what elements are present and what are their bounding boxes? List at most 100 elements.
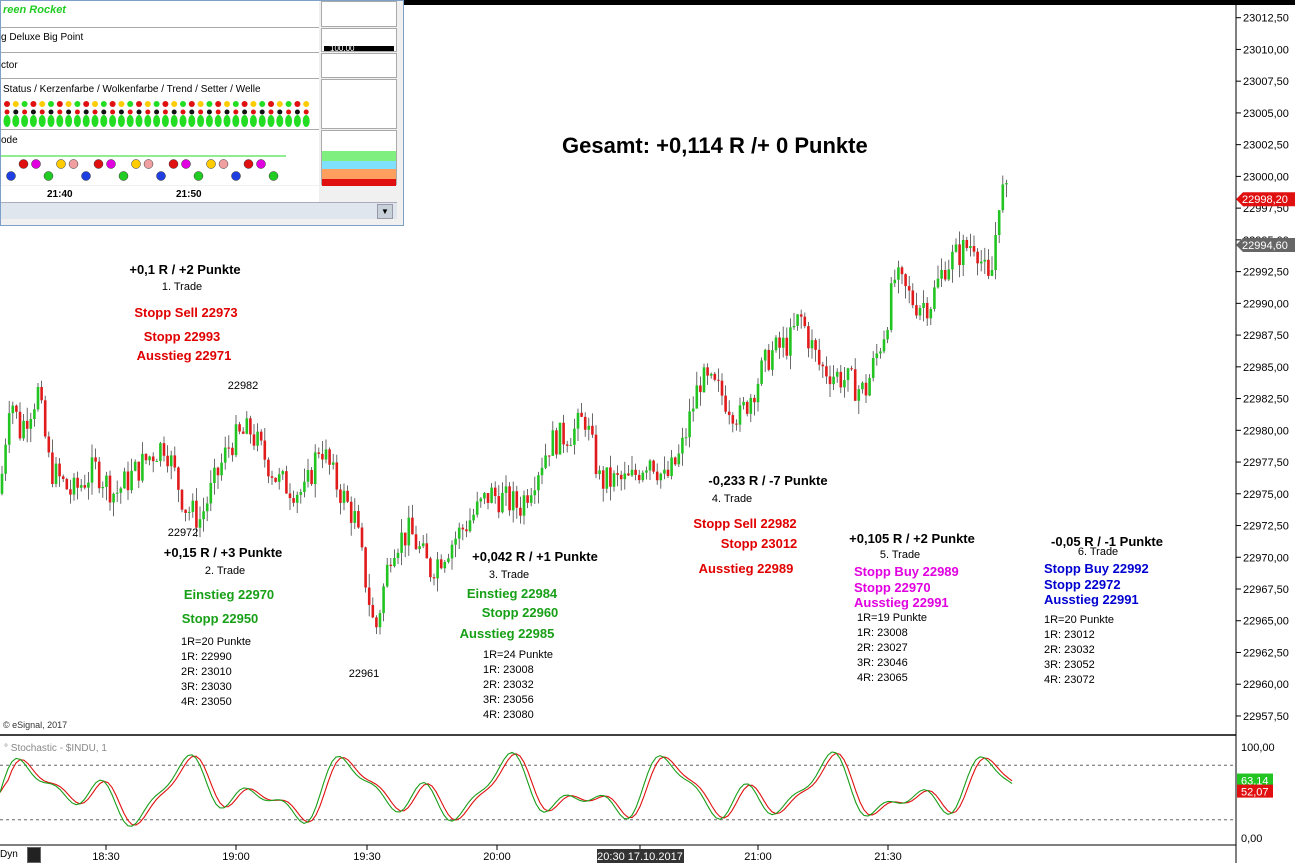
candle-up	[220, 462, 223, 476]
dyn-label[interactable]: Dyn	[0, 849, 18, 860]
candle-up	[936, 278, 940, 288]
status-dot-mid	[250, 109, 256, 115]
candle-down	[706, 367, 709, 376]
top-border	[0, 0, 1295, 5]
price-tick-label: 22992,50	[1243, 267, 1289, 279]
time-tick-label: 19:30	[353, 851, 381, 863]
candle-down	[720, 380, 724, 396]
candle-up	[691, 408, 695, 412]
trade3-name: 3. Trade	[488, 569, 530, 581]
trade4-ausstieg: Ausstieg 22989	[698, 561, 794, 576]
candle-up	[501, 492, 504, 513]
status-dot-top	[285, 101, 292, 107]
status-dot-base	[302, 115, 310, 127]
status-dot-mid	[189, 109, 195, 115]
price-tick-label: 22982,50	[1243, 394, 1289, 406]
status-dot-base	[188, 115, 196, 127]
candle-down	[987, 259, 990, 276]
status-dot-top	[294, 101, 301, 107]
panel-time-axis: 21:40 21:50	[1, 186, 319, 202]
trade5-stopp: Stopp 22970	[854, 580, 931, 595]
trade4-stopp: Stopp 23012	[720, 536, 798, 551]
candle-down	[904, 274, 907, 287]
wave-dot	[268, 171, 279, 181]
trade5-2r: 2R: 23027	[857, 642, 908, 654]
candle-down	[724, 395, 727, 412]
stoch-k-line	[0, 751, 1013, 827]
candle-down	[227, 447, 231, 449]
scroll-down-button[interactable]: ▼	[377, 204, 393, 219]
last-price-tag-text: 22998,20	[1242, 194, 1288, 206]
candle-up	[857, 389, 861, 401]
status-dot-base	[179, 115, 187, 127]
candle-up	[22, 420, 25, 439]
candle-up	[475, 501, 479, 515]
trade6-3r: 3R: 23052	[1044, 659, 1095, 671]
trade1-name: 1. Trade	[161, 281, 203, 293]
trade6-4r: 4R: 23072	[1044, 674, 1095, 686]
candle-up	[115, 492, 119, 494]
candle-down	[288, 493, 292, 499]
gesamt-summary: Gesamt: +0,114 R /+ 0 Punkte	[562, 133, 868, 158]
status-dot-top	[48, 101, 54, 107]
candle-down	[814, 340, 817, 350]
candle-down	[25, 420, 29, 429]
price-tick-label: 22980,00	[1243, 425, 1289, 437]
candle-down	[238, 424, 241, 432]
status-dot-mid	[92, 109, 98, 115]
candle-down	[335, 462, 339, 490]
candle-up	[479, 498, 483, 502]
candle-down	[461, 527, 465, 530]
wave-dot	[31, 159, 41, 169]
candle-up	[90, 457, 94, 483]
indicator-panel-window[interactable]: reen Rocket g Deluxe Big Point ctor Stat…	[0, 0, 404, 226]
candle-up	[990, 270, 994, 276]
candle-down	[18, 411, 22, 439]
trade2-einstieg: Einstieg 22970	[183, 587, 275, 602]
point-label-22982: 22982	[227, 380, 259, 392]
dyn-toggle-icon[interactable]	[27, 847, 41, 863]
status-dot-base	[126, 115, 134, 127]
candle-down	[965, 240, 969, 249]
candle-up	[663, 469, 666, 474]
candle-up	[256, 431, 259, 446]
status-dot-top	[303, 101, 310, 107]
candle-down	[270, 476, 274, 478]
trade6-2r: 2R: 23032	[1044, 644, 1095, 656]
panel-scrollbar[interactable]: ▼	[1, 202, 397, 219]
candle-down	[609, 467, 612, 487]
trade1-result: +0,1 R / +2 Punkte	[129, 262, 241, 277]
candle-up	[882, 339, 886, 352]
status-dot-mid	[118, 109, 124, 115]
candle-up	[205, 503, 209, 512]
trade6-result: -0,05 R / -1 Punkte	[1051, 534, 1163, 549]
candle-up	[954, 244, 958, 252]
candle-up	[756, 383, 760, 403]
candle-up	[846, 368, 850, 381]
status-dot-base	[109, 115, 117, 127]
status-dot-top	[92, 101, 98, 107]
trade5-ausstieg: Ausstieg 22991	[854, 595, 949, 610]
panel-row-status: Status / Kerzenfarbe / Wolkenfarbe / Tre…	[1, 79, 319, 130]
candle-up	[504, 486, 508, 493]
candle-up	[119, 488, 123, 493]
trade5-stopp-buy: Stopp Buy 22989	[854, 564, 959, 579]
status-dot-base	[205, 115, 213, 127]
wave-dot	[93, 159, 104, 169]
wave-dot	[231, 171, 241, 181]
status-dot-top	[39, 101, 46, 107]
status-dot-mid	[127, 109, 133, 115]
candle-down	[285, 471, 288, 494]
candle-up	[324, 449, 328, 460]
status-dot-base	[82, 115, 90, 127]
candle-down	[403, 532, 407, 546]
trade4-result: -0,233 R / -7 Punkte	[708, 473, 828, 488]
candle-up	[749, 397, 753, 414]
status-dot-top	[144, 101, 151, 107]
time-tick-label: 20:00	[483, 851, 511, 863]
candle-up	[875, 353, 879, 359]
candle-up	[353, 511, 357, 523]
price-tick-label: 22985,00	[1243, 362, 1289, 374]
candle-up	[951, 251, 954, 270]
trade5-r-unit: 1R=19 Punkte	[857, 612, 928, 624]
